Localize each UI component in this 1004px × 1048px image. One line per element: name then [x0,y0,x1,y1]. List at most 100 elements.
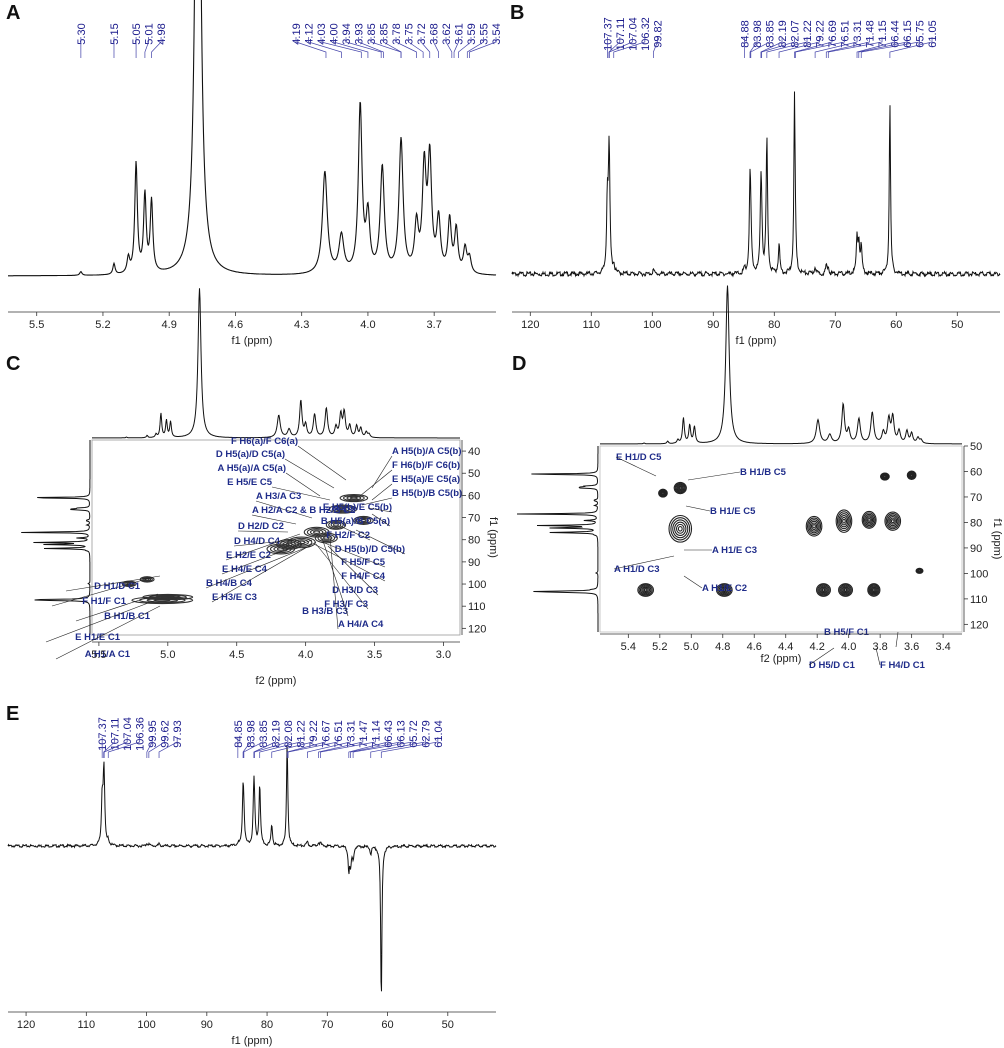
c-y-tick-label: 90 [468,557,480,569]
c-cross-peak [314,532,338,544]
b-peak-label: 65.75 [915,20,927,48]
c-x-tick-label: 5.5 [91,649,106,661]
c-annotation-leader [359,469,393,497]
c-annotation-leader [355,529,406,555]
c-cross-peak-level [314,532,338,544]
c-cross-peak [303,526,330,538]
c-annotation-leader [371,483,393,501]
c-annotation-leader [285,472,321,497]
c-cross-peak-level [331,505,354,513]
c-annotation-leader [255,500,313,519]
d-cross-peak-level [817,584,830,596]
panel-label-b: B [510,2,525,24]
d-cross-peak-level [885,513,900,530]
e-peak-label: 82.19 [270,720,282,748]
c-annotation-label: F H3/F C3 [324,599,368,610]
d-cross-peak [867,583,881,597]
d-y-tick-label: 60 [970,466,982,478]
d-x-tick-label: 3.6 [904,641,919,653]
e-peak-label: 83.85 [258,720,270,748]
c-annotation-label: D H3/D C3 [332,585,378,596]
d-cross-peak-level [641,586,651,594]
b-peak-leader [778,37,820,58]
a-spectrum-trace [8,0,497,277]
c-annotation-label: E H5(a)/E C5(a) [392,474,460,485]
e-peak-label: 84.85 [233,720,245,748]
c-y-axis-title: f1 (ppm) [487,517,499,558]
a-x-tick-label: 4.9 [162,319,177,331]
c-annotation-label: D H4/D C4 [234,536,281,547]
d-cross-peak-level [715,583,733,597]
e-peak-leader [307,737,351,758]
b-peak-leader [609,37,633,58]
b-peak-label: 107.11 [615,18,627,51]
d-annotation-leader [615,456,657,477]
c-y-tick-label: 40 [468,446,480,458]
d-y-tick-label: 110 [970,594,988,606]
c-cross-peak [325,519,347,530]
e-peak-label: 99.95 [147,720,159,748]
c-cross-peak-level [123,581,135,587]
c-y-tick-label: 60 [468,490,480,502]
d-cross-peak-level [675,483,685,493]
c-x-tick-label: 3.0 [436,649,451,661]
c-cross-peak-level [325,519,347,530]
d-cross-peak-level [862,512,876,528]
e-peak-label: 82.08 [283,720,295,748]
d-cross-peak-level [906,470,917,481]
c-left-projection [21,440,91,635]
b-peak-label: 71.48 [865,20,877,48]
e-peak-leader [320,737,376,758]
d-x-tick-label: 4.2 [810,641,825,653]
b-peak-leader [814,37,858,58]
a-peak-label: 4.98 [156,23,168,44]
d-cross-peak [838,583,854,597]
c-annotation-leader [233,539,295,547]
a-peak-label: 5.05 [131,23,143,44]
d-cross-peak-level [883,475,887,478]
c-y-tick-label: 70 [468,513,480,525]
d-cross-peak-level [659,489,667,497]
d-y-tick-label: 120 [970,619,988,631]
e-peak-leader [352,737,414,758]
d-cross-peak-level [642,587,649,593]
d-cross-peak-level [884,511,902,531]
b-peak-leader [761,37,795,58]
b-peak-label: 61.05 [927,20,939,48]
d-cross-peak-level [638,584,653,596]
c-cross-peak-level [335,506,351,512]
c-cross-peak-level [330,522,342,528]
a-x-tick-label: 4.3 [294,319,309,331]
panel-a-1h-spectrum: 5.30 5.15 5.05 5.01 4.98 4.19 4.12 4.03 4.00 3.94… [0,0,503,350]
c-annotation-leader [371,513,391,527]
a-peak-label: 4.03 [316,23,328,44]
b-peak-label: 66.15 [902,20,914,48]
a-peak-label: 3.72 [416,23,428,44]
b-peak-label: 107.04 [627,17,639,51]
e-x-tick-label: 70 [321,1019,333,1031]
e-peak-label: 66.13 [395,720,407,748]
e-peak-label: 83.98 [245,720,257,748]
d-cross-peak-level [807,517,822,535]
c-annotations: F H6(a)/F C6(a) A H5(b)/A C5(b) D H5(a)/D … [45,436,462,660]
d-cross-peak [637,583,654,597]
c-cross-peak [328,504,358,514]
d-cross-peak-level [660,490,666,496]
d-cross-peak-level [842,518,846,524]
a-peak-leader [358,37,384,58]
c-annotation-leader [297,445,347,481]
panel-label-a: A [6,2,21,24]
d-annotation-label: B H1/E C5 [710,506,756,517]
a-peak-leader [420,37,431,58]
a-peak-leader [458,37,472,58]
c-cross-peak-level [358,517,369,523]
d-x-tick-label: 4.4 [778,641,793,653]
c-annotation-label: A H4/A C4 [338,619,384,630]
d-x-tick-label: 4.0 [841,641,856,653]
c-annotation-label: F H6(b)/F C6(b) [392,460,460,471]
c-cross-peak-level [320,534,333,541]
d-cross-peak-level [908,472,915,478]
b-x-tick-label: 120 [521,319,539,331]
c-annotation-label: B H5(a)/B C5(a) [321,516,390,527]
b-peak-label: 83.98 [752,20,764,48]
